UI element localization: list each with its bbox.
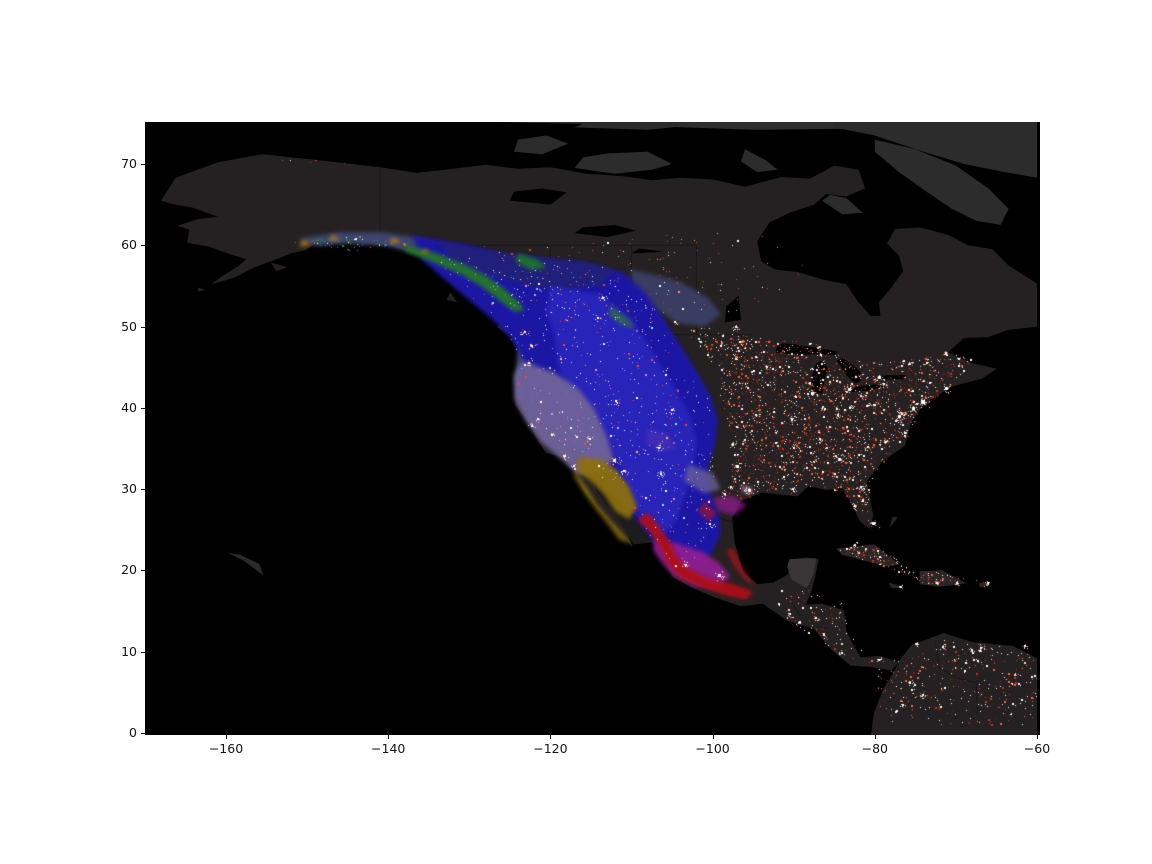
y-tick-label: 10 [121, 643, 137, 659]
x-tick-label: −80 [861, 741, 888, 756]
y-tick-label: 70 [121, 155, 137, 171]
x-tick-mark [226, 735, 227, 739]
y-tick-label: 0 [129, 725, 137, 740]
x-tick-mark [388, 735, 390, 739]
x-tick-label: −100 [695, 741, 730, 756]
map-plot-area [145, 122, 1040, 735]
x-tick-mark [712, 735, 714, 739]
x-tick-label: −160 [208, 741, 244, 756]
y-tick-mark [141, 733, 145, 734]
x-tick-label: −120 [533, 741, 568, 756]
x-tick-mark [874, 735, 876, 739]
y-tick-mark [141, 163, 145, 165]
x-tick-label: −140 [371, 741, 406, 756]
y-tick-mark [141, 407, 145, 409]
x-tick-mark [1037, 735, 1038, 739]
x-tick-mark [550, 735, 552, 739]
y-tick-mark [141, 570, 145, 572]
y-tick-label: 30 [121, 481, 137, 497]
x-tick-label: −60 [1023, 741, 1051, 756]
y-tick-mark [141, 489, 145, 491]
y-tick-mark [141, 651, 145, 653]
y-tick-label: 50 [121, 318, 137, 334]
y-tick-mark [141, 326, 145, 328]
y-tick-label: 20 [121, 562, 137, 578]
y-tick-label: 60 [121, 237, 137, 253]
night-lights-layer [145, 122, 1040, 735]
y-tick-label: 40 [121, 399, 137, 415]
y-tick-mark [141, 245, 145, 247]
